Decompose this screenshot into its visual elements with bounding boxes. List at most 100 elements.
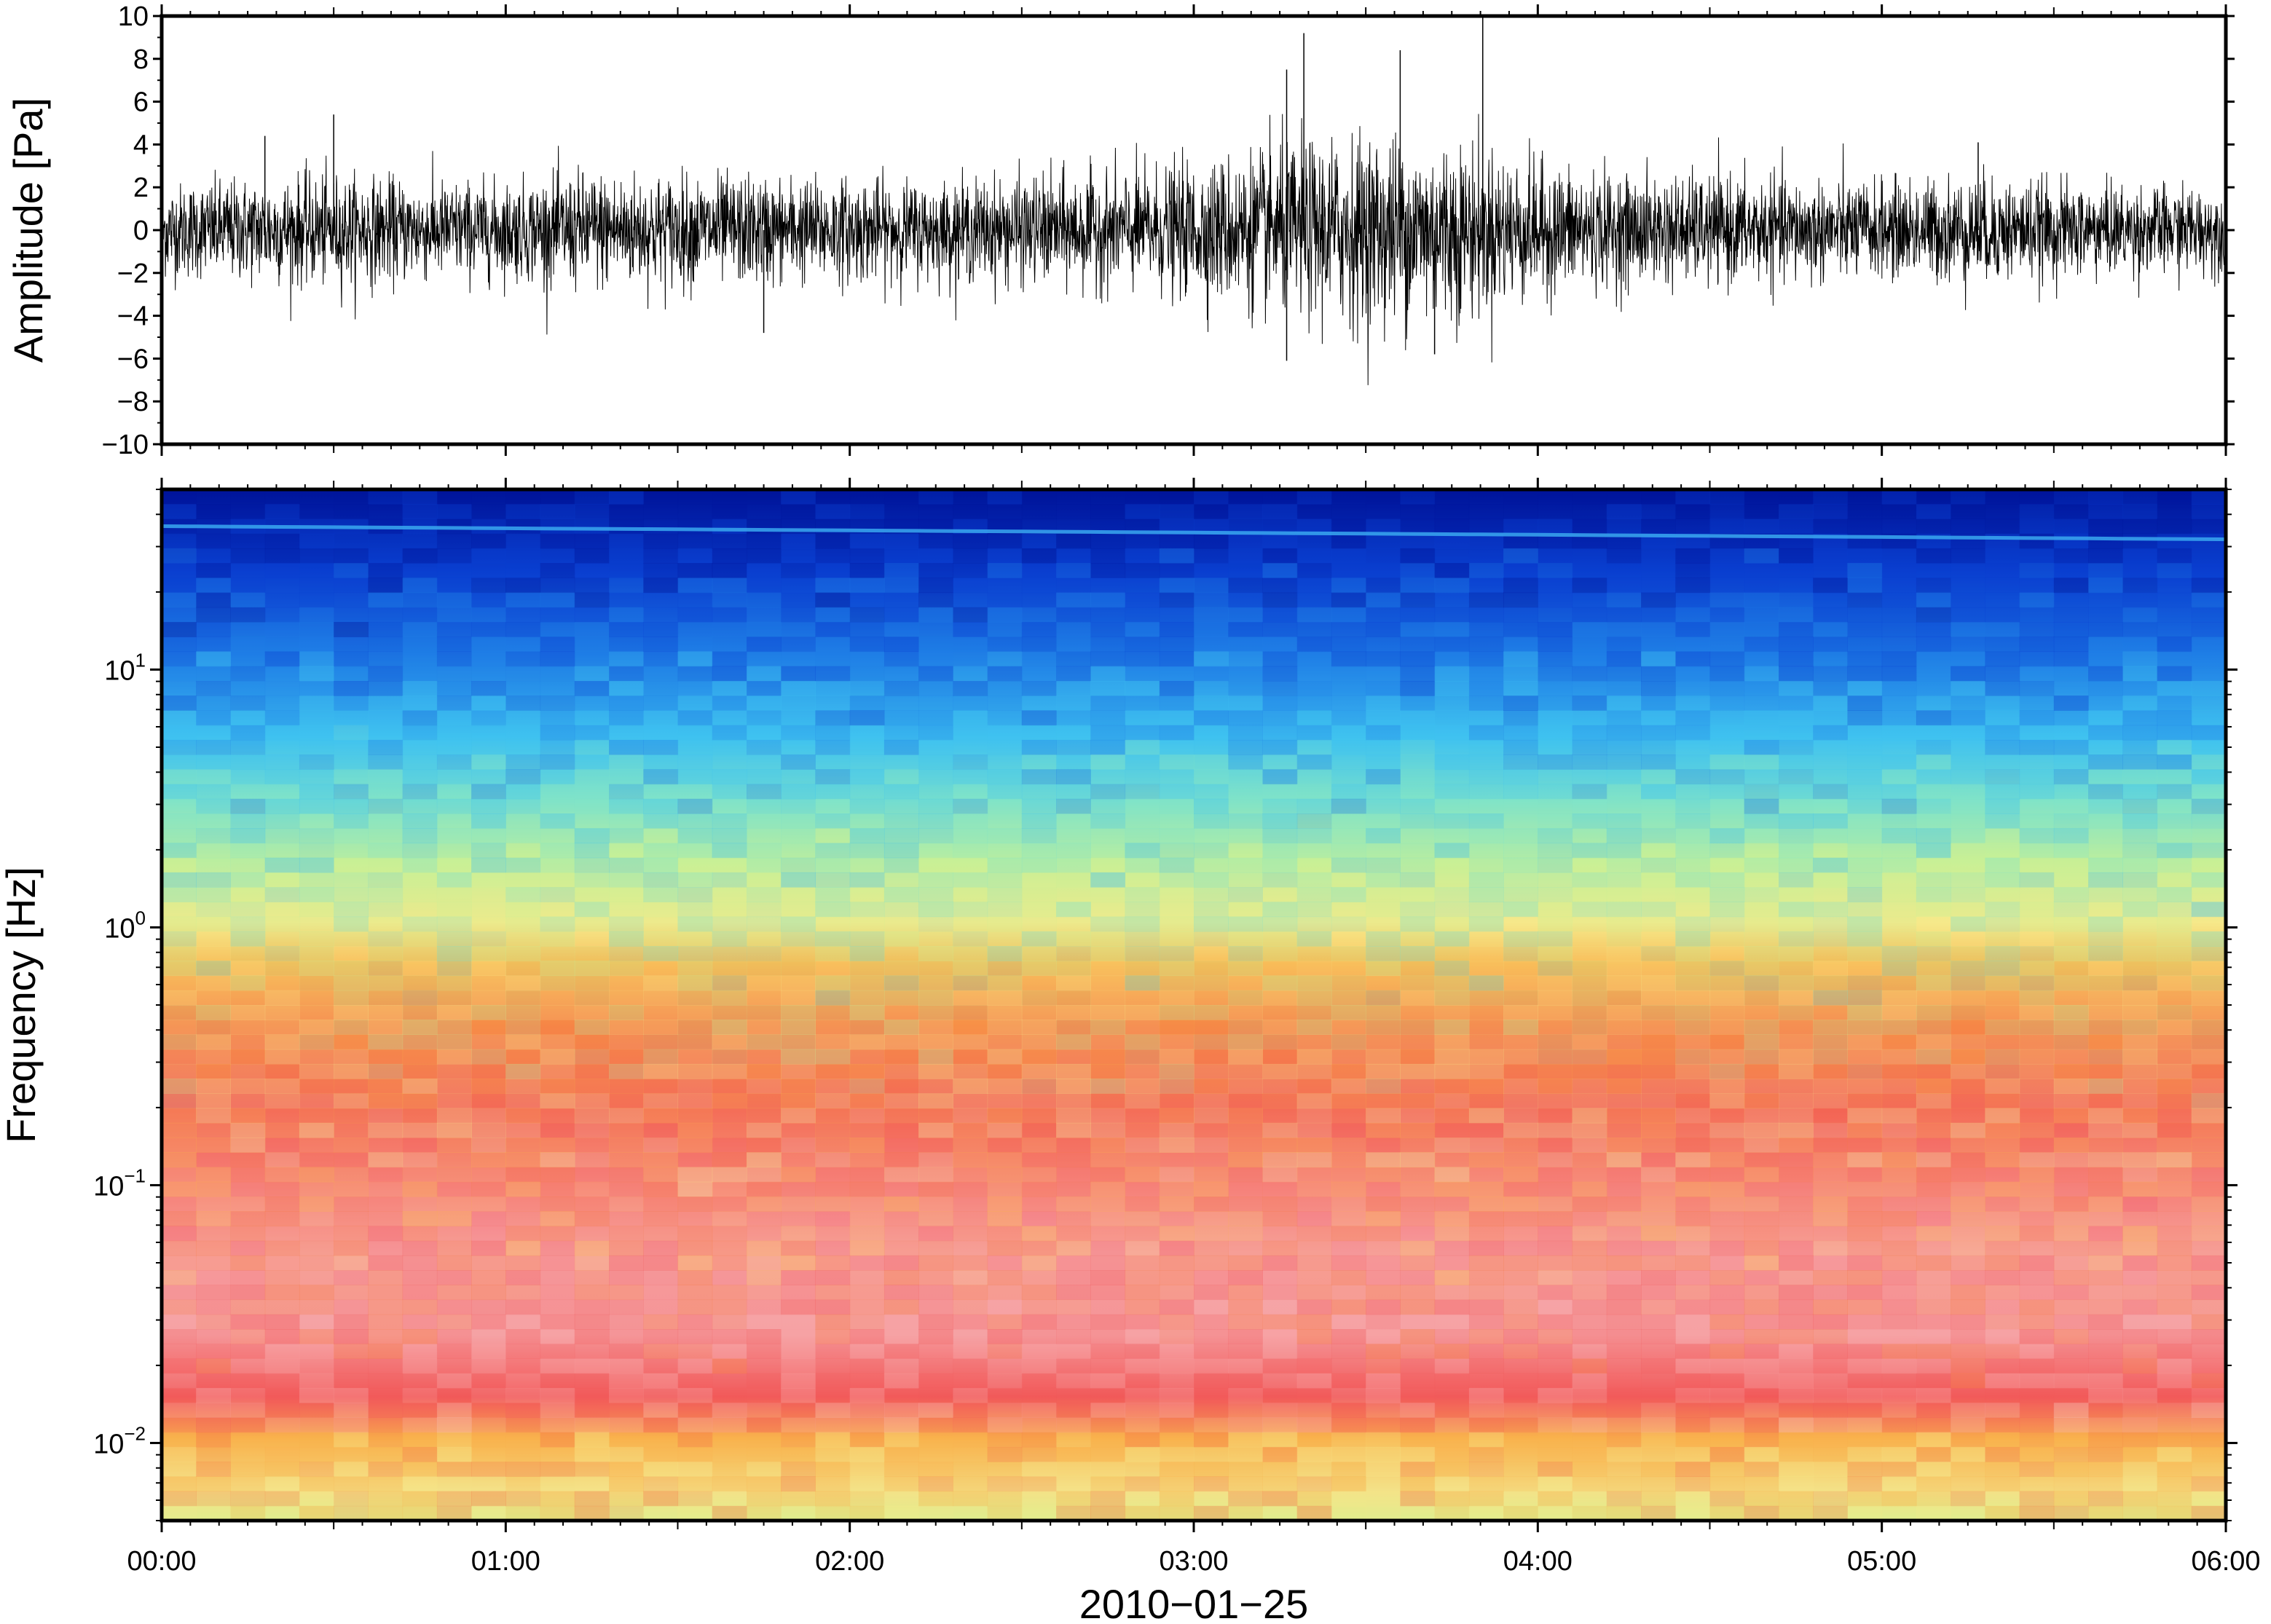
spectrogram-cell [2122, 666, 2158, 682]
spectrogram-cell [264, 548, 300, 564]
spectrogram-cell [1813, 519, 1848, 535]
spectrogram-cell [1572, 1417, 1607, 1433]
spectrogram-cell [1228, 1063, 1263, 1079]
spectrogram-cell [1847, 1491, 1883, 1507]
spectrogram-cell [609, 1462, 644, 1477]
spectrogram-cell [1951, 961, 1985, 977]
spectrogram-cell [677, 519, 713, 535]
spectrogram-cell [815, 916, 851, 932]
spectrogram-cell [1468, 651, 1504, 667]
spectrogram-cell [402, 1417, 438, 1433]
spectrogram-cell [849, 1020, 885, 1035]
spectrogram-cell [1296, 961, 1332, 977]
spectrogram-cell [643, 1049, 679, 1065]
spectrogram-cell [1744, 489, 1779, 505]
spectrogram-cell [1641, 1358, 1676, 1374]
spectrogram-cell [1847, 725, 1883, 741]
spectrogram-cell [1813, 1314, 1848, 1330]
spectrogram-cell [781, 1034, 816, 1050]
spectrogram-cell [1056, 1138, 1091, 1153]
spectrogram-cell [436, 1285, 472, 1301]
spectrogram-cell [2122, 489, 2158, 505]
spectrogram-cell [471, 1005, 506, 1020]
spectrogram-cell [1675, 519, 1711, 535]
spectrogram-cell [230, 1344, 266, 1360]
spectrogram-cell [540, 1299, 575, 1315]
spectrogram-cell [1434, 931, 1470, 947]
spectrogram-cell [2053, 769, 2089, 785]
spectrogram-cell [609, 651, 644, 667]
spectrogram-cell [1503, 1358, 1538, 1374]
spectrogram-cell [1366, 563, 1401, 578]
spectrogram-cell [1400, 1255, 1436, 1271]
spectrogram-cell [436, 1152, 472, 1168]
spectrogram-cell [677, 843, 713, 859]
spectrogram-cell [436, 1314, 472, 1330]
spectrogram-cell [781, 1403, 816, 1418]
spectrogram-cell [1503, 1476, 1538, 1492]
spectrogram-cell [849, 548, 885, 564]
spectrogram-cell [1744, 1093, 1779, 1109]
spectrogram-cell [196, 1226, 231, 1242]
spectrogram-cell [1125, 857, 1160, 873]
spectrogram-cell [2157, 931, 2192, 947]
spectrogram-cell [987, 578, 1023, 594]
spectrogram-cell [1709, 1138, 1745, 1153]
spectrogram-cell [1021, 1505, 1057, 1521]
spectrogram-cell [368, 1373, 404, 1389]
spectrogram-cell [196, 681, 231, 696]
spectrogram-cell [781, 578, 816, 594]
spectrogram-cell [1194, 578, 1229, 594]
spectrogram-cell [1675, 857, 1711, 873]
spectrogram-cell [2088, 946, 2123, 961]
spectrogram-cell [1916, 1197, 1951, 1212]
spectrogram-cell [2157, 975, 2192, 991]
spectrogram-cell [1641, 1270, 1676, 1285]
spectrogram-cell [1468, 1152, 1504, 1168]
spectrogram-cell [1228, 975, 1263, 991]
spectrogram-cell [1331, 533, 1366, 549]
spectrogram-cell [1709, 1211, 1745, 1226]
spectrogram-cell [1606, 1314, 1642, 1330]
spectrogram-cell [1468, 1505, 1504, 1521]
spectrogram-cell [781, 990, 816, 1006]
spectrogram-cell [2088, 1108, 2123, 1124]
spectrogram-cell [1881, 1255, 1917, 1271]
spectrogram-cell [1021, 1476, 1057, 1492]
spectrogram-cell [1400, 1122, 1436, 1138]
spectrogram-cell [1468, 681, 1504, 696]
spectrogram-cell [1468, 798, 1504, 814]
spectrogram-cell [1468, 666, 1504, 682]
spectrogram-cell [471, 607, 506, 623]
spectrogram-cell [436, 1079, 472, 1094]
spectrogram-cell [747, 563, 782, 578]
spectrogram-cell [918, 1387, 953, 1403]
spectrogram-cell [471, 710, 506, 726]
spectrogram-cell [1951, 1387, 1985, 1403]
spectrogram-cell [196, 1122, 231, 1138]
spectrogram-cell [1951, 1270, 1985, 1285]
spectrogram-cell [643, 1417, 679, 1433]
spectrogram-cell [1021, 887, 1057, 902]
spectrogram-cell [1366, 1049, 1401, 1065]
spectrogram-cell [815, 1403, 851, 1418]
spectrogram-cell [1262, 548, 1298, 564]
spectrogram-cell [1262, 1373, 1298, 1389]
spectrogram-cell [1125, 902, 1160, 918]
spectrogram-cell [2157, 1226, 2192, 1242]
spectrogram-cell [1572, 1314, 1607, 1330]
spectrogram-cell [2088, 739, 2123, 755]
spectrogram-cell [1125, 916, 1160, 932]
spectrogram-cell [264, 1034, 300, 1050]
x-tick-label: 02:00 [815, 1546, 884, 1577]
spectrogram-cell [1090, 695, 1126, 711]
spectrogram-cell [849, 1255, 885, 1271]
spectrogram-cell [609, 857, 644, 873]
spectrogram-cell [1366, 1152, 1401, 1168]
spectrogram-cell [1400, 828, 1436, 844]
spectrogram-cell [1813, 931, 1848, 947]
spectrogram-cell [781, 725, 816, 741]
spectrogram-cell [2122, 961, 2158, 977]
spectrogram-cell [1709, 1505, 1745, 1521]
spectrogram-cell [2191, 990, 2226, 1006]
